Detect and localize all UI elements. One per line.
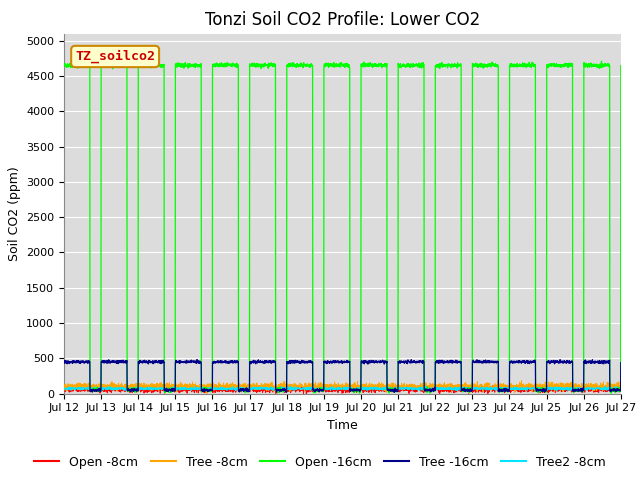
- Title: Tonzi Soil CO2 Profile: Lower CO2: Tonzi Soil CO2 Profile: Lower CO2: [205, 11, 480, 29]
- Text: TZ_soilco2: TZ_soilco2: [75, 50, 155, 63]
- Legend: Open -8cm, Tree -8cm, Open -16cm, Tree -16cm, Tree2 -8cm: Open -8cm, Tree -8cm, Open -16cm, Tree -…: [29, 451, 611, 474]
- Y-axis label: Soil CO2 (ppm): Soil CO2 (ppm): [8, 166, 20, 261]
- X-axis label: Time: Time: [327, 419, 358, 432]
